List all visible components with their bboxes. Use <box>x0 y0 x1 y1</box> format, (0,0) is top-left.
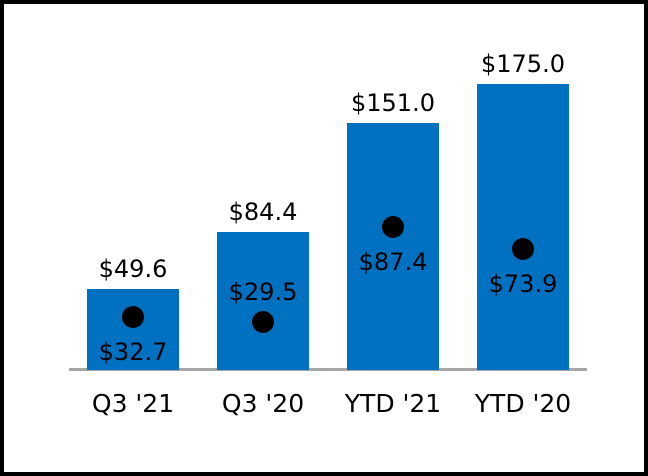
bar <box>87 289 179 370</box>
dot-value-label: $73.9 <box>488 270 558 299</box>
dot-value-label: $87.4 <box>358 248 428 277</box>
x-axis-label: Q3 '21 <box>91 389 175 418</box>
bar-value-label: $175.0 <box>481 50 565 78</box>
dot-marker <box>512 238 534 261</box>
dot-marker <box>252 310 274 333</box>
bar <box>347 123 439 370</box>
bar <box>477 84 569 370</box>
bar <box>217 232 309 370</box>
x-axis-label: Q3 '20 <box>221 389 305 418</box>
dot-marker <box>382 216 404 239</box>
x-axis-label: YTD '21 <box>344 389 442 418</box>
dot-marker <box>122 305 144 328</box>
x-axis-label: YTD '20 <box>474 389 572 418</box>
bar-value-label: $84.4 <box>228 198 298 226</box>
bar-value-label: $151.0 <box>351 89 435 117</box>
dot-value-label: $29.5 <box>228 277 298 306</box>
bar-value-label: $49.6 <box>98 255 168 283</box>
x-axis-line <box>69 368 587 371</box>
dot-value-label: $32.7 <box>98 337 168 366</box>
